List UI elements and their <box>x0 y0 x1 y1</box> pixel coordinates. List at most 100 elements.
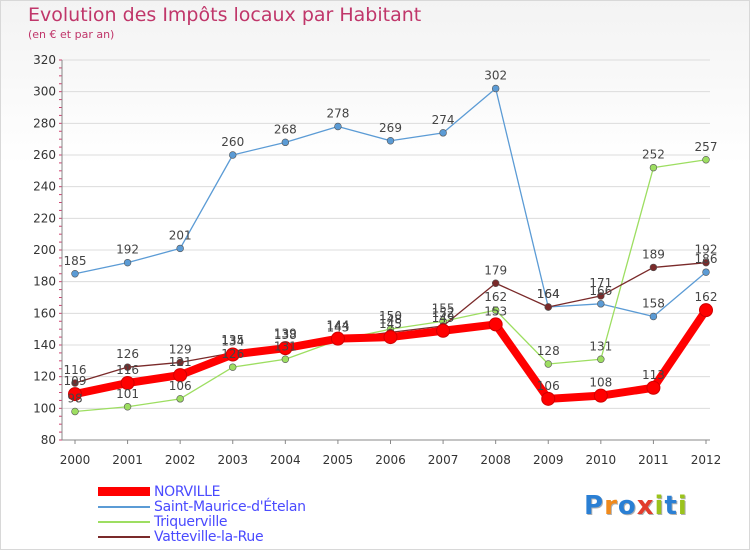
grid-lines <box>62 59 710 441</box>
x-tick-label: 2012 <box>691 453 722 467</box>
chart-title: Evolution des Impôts locaux par Habitant <box>28 4 422 26</box>
data-point <box>281 355 290 363</box>
data-label: 148 <box>379 312 402 326</box>
data-label: 144 <box>326 319 349 333</box>
legend-item: Saint-Maurice-d'Ételan <box>98 499 306 515</box>
data-point <box>120 376 135 390</box>
legend-item: Triquerville <box>98 514 306 530</box>
data-label: 143 <box>326 320 349 334</box>
data-label: 144 <box>326 319 349 333</box>
data-label: 126 <box>221 347 244 361</box>
data-point <box>229 151 237 159</box>
data-point <box>123 363 132 371</box>
data-point <box>597 355 605 363</box>
data-label: 101 <box>116 387 139 401</box>
y-tick-label: 120 <box>33 370 56 384</box>
data-label: 131 <box>589 339 612 353</box>
x-tick-label: 2002 <box>165 453 196 467</box>
data-label: 269 <box>379 121 402 135</box>
legend-swatch <box>98 505 150 508</box>
y-tick-label: 240 <box>33 180 56 194</box>
x-tick-label: 2006 <box>375 453 406 467</box>
y-tick-label: 80 <box>41 433 56 447</box>
data-point <box>544 360 552 368</box>
legend-swatch <box>98 487 150 496</box>
data-label: 186 <box>695 252 718 266</box>
data-label: 278 <box>326 107 349 121</box>
data-point <box>71 407 79 416</box>
data-label: 135 <box>221 333 244 347</box>
data-label: 166 <box>589 284 612 298</box>
data-labels: 185 192 201 260 268 278 269 274 302 164 166 158 186 9… <box>64 69 718 406</box>
data-point <box>225 347 240 362</box>
legend-item: Vatteville-la-Rue <box>98 528 306 545</box>
data-label: 98 <box>67 392 82 406</box>
data-label: 162 <box>695 290 718 304</box>
x-tick-label: 2010 <box>586 453 617 467</box>
data-point <box>383 330 398 345</box>
y-tick-label: 160 <box>33 306 56 320</box>
data-label: 139 <box>274 327 297 341</box>
data-label: 158 <box>642 297 665 311</box>
x-tick-label: 2011 <box>638 453 669 467</box>
data-label: 108 <box>589 376 612 390</box>
data-label: 145 <box>379 317 402 331</box>
data-point <box>699 303 713 318</box>
x-tick-label: 2003 <box>217 453 248 467</box>
data-label: 201 <box>169 228 192 242</box>
data-label: 257 <box>695 140 718 154</box>
data-label: 179 <box>484 263 507 277</box>
data-point <box>68 387 82 402</box>
data-label: 164 <box>537 287 560 301</box>
data-label: 268 <box>274 122 297 136</box>
data-label: 155 <box>432 301 455 315</box>
data-label: 149 <box>432 311 455 325</box>
legend-item: NORVILLE <box>98 483 306 500</box>
x-tick-label: 2007 <box>428 453 459 467</box>
x-tick-label: 2008 <box>480 453 511 467</box>
data-label: 260 <box>221 135 244 149</box>
data-label: 121 <box>169 355 192 369</box>
data-label: 129 <box>169 342 192 356</box>
data-label: 128 <box>537 344 560 358</box>
data-point <box>491 306 500 314</box>
data-point <box>702 156 710 164</box>
data-point <box>702 258 710 267</box>
data-label: 192 <box>116 243 139 257</box>
data-label: 302 <box>484 69 507 83</box>
data-point <box>123 258 132 267</box>
y-tick-label: 140 <box>33 338 56 352</box>
data-label: 138 <box>274 328 297 342</box>
x-tick-label: 2001 <box>112 453 143 467</box>
data-label: 126 <box>116 347 139 361</box>
data-point <box>646 380 661 395</box>
data-point <box>593 388 608 403</box>
data-label: 185 <box>64 254 87 268</box>
y-tick-label: 280 <box>33 116 56 130</box>
data-point <box>71 270 79 278</box>
data-label: 113 <box>642 368 665 382</box>
data-point <box>176 244 184 253</box>
legend-label: Vatteville-la-Rue <box>154 528 264 545</box>
legend-swatch <box>98 535 150 538</box>
x-tick-label: 2009 <box>533 453 564 467</box>
x-tick-label: 2000 <box>60 453 91 467</box>
data-point <box>71 379 79 387</box>
data-point <box>281 138 290 147</box>
y-tick-label: 300 <box>33 85 56 99</box>
legend-label: NORVILLE <box>154 483 221 500</box>
data-label: 252 <box>642 148 665 162</box>
data-label: 164 <box>537 287 560 301</box>
y-tick-label: 200 <box>33 243 56 257</box>
data-point <box>330 331 345 346</box>
axes: 80 100 120 140 160 180 200 220 240 260 280 300 320 20… <box>33 53 721 467</box>
data-label: 116 <box>64 363 87 377</box>
data-point <box>278 341 293 356</box>
series-layer <box>68 84 713 416</box>
data-point <box>436 323 451 338</box>
y-tick-label: 180 <box>33 275 56 289</box>
y-tick-label: 220 <box>33 211 56 225</box>
data-point <box>649 163 658 172</box>
data-label: 106 <box>537 379 560 393</box>
data-label: 171 <box>589 276 612 290</box>
